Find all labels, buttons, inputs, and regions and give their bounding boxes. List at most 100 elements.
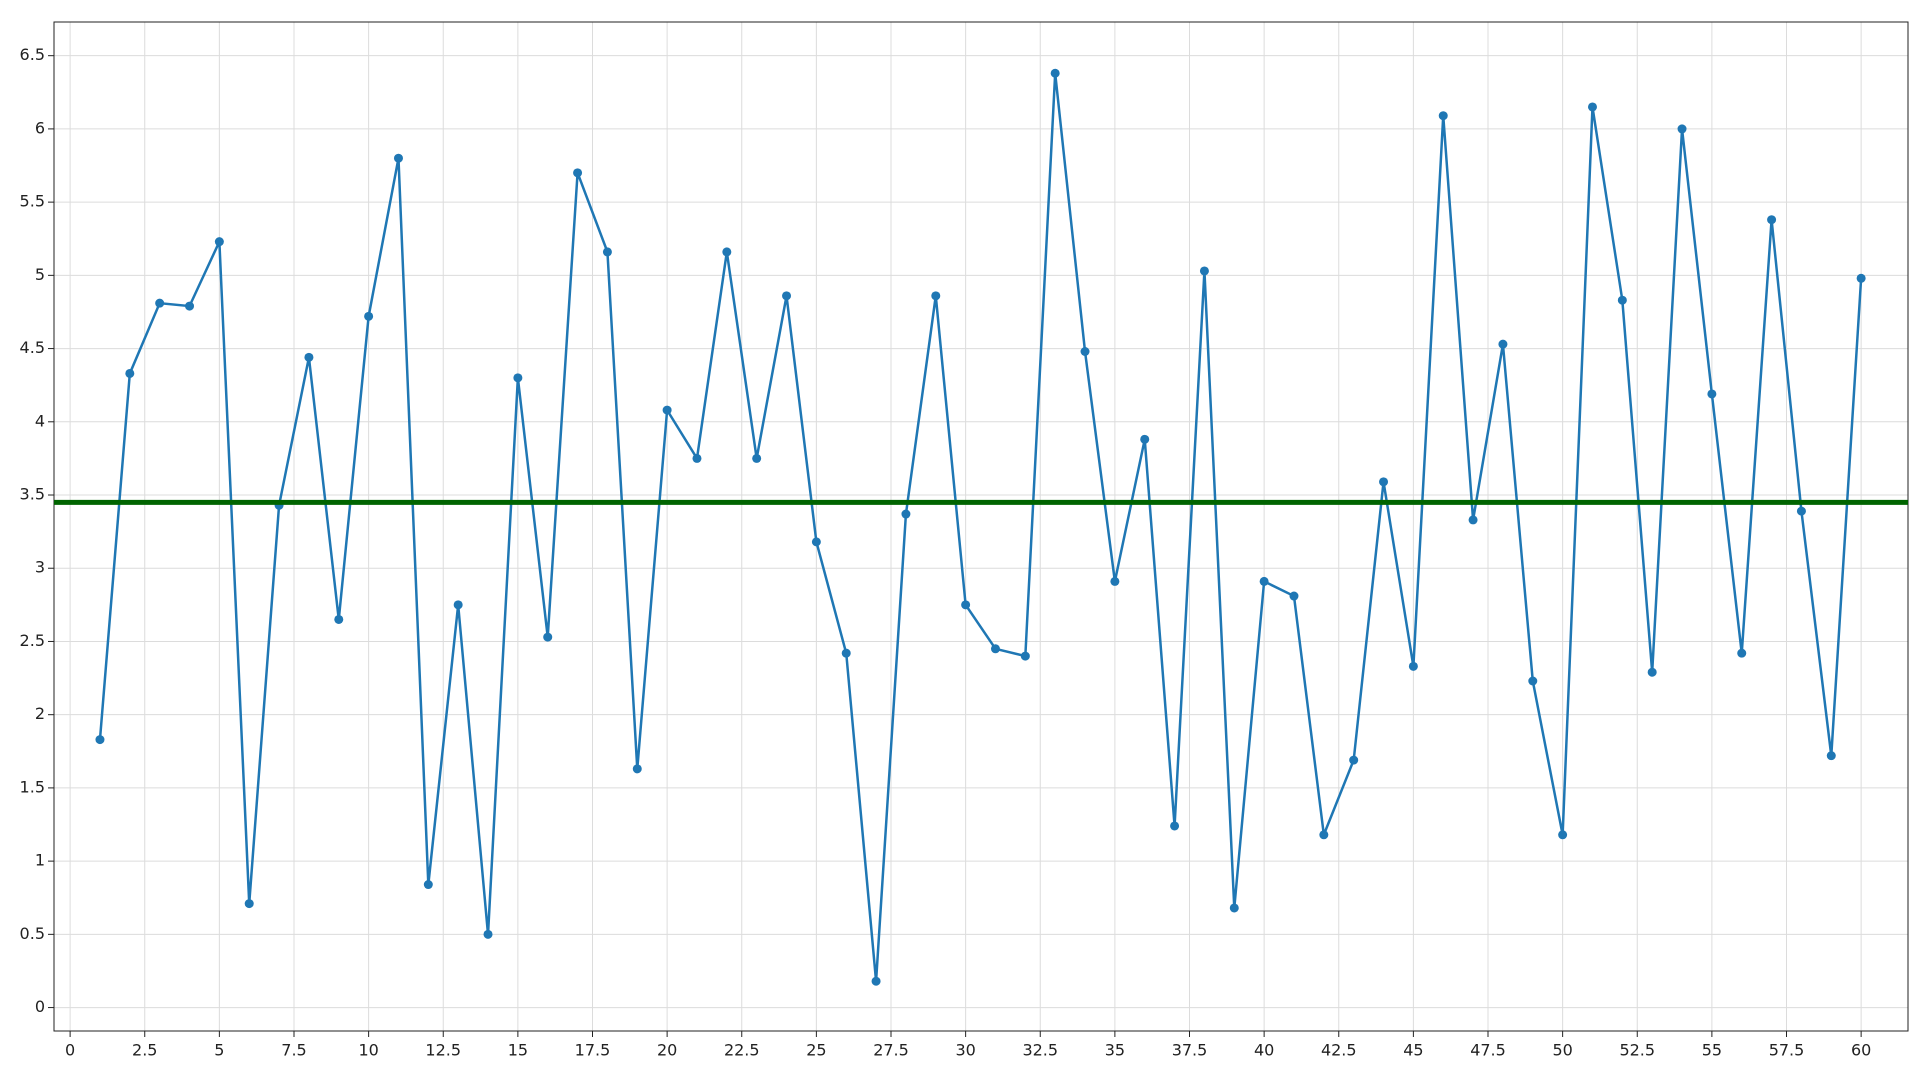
point	[304, 352, 314, 362]
point	[722, 247, 732, 257]
x-tick-label: 30	[955, 1041, 975, 1060]
point	[1020, 651, 1030, 661]
x-tick-label: 50	[1552, 1041, 1572, 1060]
plot-frame	[53, 21, 1909, 1032]
x-tick-label: 22.5	[724, 1041, 760, 1060]
point	[1617, 295, 1627, 305]
x-tick-label: 25	[806, 1041, 826, 1060]
point	[1558, 830, 1568, 840]
x-tick-label: 37.5	[1172, 1041, 1208, 1060]
x-tick-label: 17.5	[575, 1041, 611, 1060]
x-tick-label: 32.5	[1022, 1041, 1058, 1060]
point	[1229, 903, 1239, 913]
y-tick-label: 5.5	[20, 192, 45, 211]
x-tick-label: 35	[1105, 1041, 1125, 1060]
y-tick-label: 5	[35, 265, 45, 284]
point	[95, 735, 105, 745]
point	[543, 632, 553, 642]
point	[244, 899, 254, 909]
point	[871, 976, 881, 986]
point	[602, 247, 612, 257]
point	[1289, 591, 1299, 601]
x-tick-label: 0	[65, 1041, 75, 1060]
y-tick-label: 6.5	[20, 45, 45, 64]
x-tick-label: 47.5	[1470, 1041, 1506, 1060]
point	[1379, 477, 1389, 487]
x-tick-label: 42.5	[1321, 1041, 1357, 1060]
point	[1050, 68, 1060, 78]
point	[125, 368, 135, 378]
point	[1199, 266, 1209, 276]
point	[811, 537, 821, 547]
point	[1140, 434, 1150, 444]
point	[1468, 515, 1478, 525]
point	[573, 168, 583, 178]
point	[782, 291, 792, 301]
y-tick-label: 3.5	[20, 485, 45, 504]
point	[393, 153, 403, 163]
x-tick-label: 10	[358, 1041, 378, 1060]
point	[1707, 389, 1717, 399]
point	[1737, 648, 1747, 658]
point	[1528, 676, 1538, 686]
point	[1796, 506, 1806, 516]
x-tick-label: 57.5	[1769, 1041, 1805, 1060]
point	[364, 311, 374, 321]
point	[1826, 751, 1836, 761]
point	[990, 644, 1000, 654]
point	[961, 600, 971, 610]
point	[1408, 661, 1418, 671]
point	[1319, 830, 1329, 840]
point	[1587, 102, 1597, 112]
point	[1170, 821, 1180, 831]
point	[632, 764, 642, 774]
x-tick-label: 12.5	[425, 1041, 461, 1060]
x-tick-label: 55	[1702, 1041, 1722, 1060]
point	[1767, 215, 1777, 225]
x-tick-label: 27.5	[873, 1041, 909, 1060]
point	[453, 600, 463, 610]
y-tick-label: 1.5	[20, 777, 45, 796]
point	[513, 373, 523, 383]
series-line	[98, 73, 1863, 982]
y-tick-label: 1	[35, 851, 45, 870]
x-tick-label: 52.5	[1619, 1041, 1655, 1060]
x-tick-label: 60	[1851, 1041, 1871, 1060]
y-tick-label: 3	[35, 558, 45, 577]
point	[334, 614, 344, 624]
point	[1856, 273, 1866, 283]
y-tick-label: 0.5	[20, 924, 45, 943]
point	[1677, 124, 1687, 134]
point	[1438, 111, 1448, 121]
point	[423, 880, 433, 890]
point	[1080, 346, 1090, 356]
point	[662, 405, 672, 415]
y-tick-label: 6	[35, 118, 45, 137]
x-tick-label: 7.5	[281, 1041, 306, 1060]
point	[1259, 576, 1269, 586]
x-tick-label: 45	[1403, 1041, 1423, 1060]
point	[901, 509, 911, 519]
point	[841, 648, 851, 658]
point	[752, 453, 762, 463]
x-tick-label: 20	[657, 1041, 677, 1060]
point	[1647, 667, 1657, 677]
x-tick-label: 2.5	[132, 1041, 157, 1060]
point	[692, 453, 702, 463]
x-tick-label: 40	[1254, 1041, 1274, 1060]
point	[1349, 755, 1359, 765]
x-tick-label: 5	[214, 1041, 224, 1060]
x-tick-label: 15	[508, 1041, 528, 1060]
point	[155, 298, 165, 308]
point	[483, 929, 493, 939]
point	[1110, 576, 1120, 586]
point	[931, 291, 941, 301]
y-tick-label: 2	[35, 704, 45, 723]
point	[185, 301, 195, 311]
point	[1498, 339, 1508, 349]
y-tick-label: 0	[35, 997, 45, 1016]
y-tick-label: 4	[35, 411, 45, 430]
y-tick-label: 4.5	[20, 338, 45, 357]
point	[214, 237, 224, 247]
